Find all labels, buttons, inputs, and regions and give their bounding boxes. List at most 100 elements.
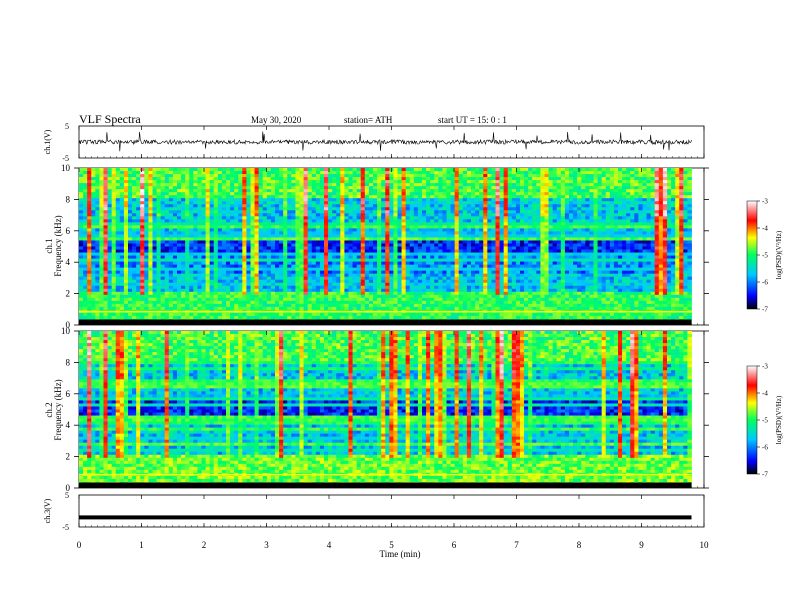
spectrogram-cell — [438, 291, 443, 296]
spectrogram-cell — [128, 249, 133, 253]
spectrogram-cell — [434, 222, 439, 226]
spectrogram-cell — [79, 303, 84, 308]
spectrogram-cell — [189, 315, 194, 320]
spectrogram-cell — [283, 303, 288, 308]
spectrogram-cell — [209, 288, 215, 293]
spectrogram-cell — [148, 306, 153, 311]
spectrogram-cell — [397, 201, 402, 205]
spectrogram-cell — [430, 168, 435, 172]
spectrogram-cell — [356, 306, 362, 311]
spectrogram-cell — [352, 282, 358, 287]
spectrogram-cell — [262, 225, 268, 229]
spectrogram-cell — [185, 219, 190, 223]
spectrogram-cell — [136, 300, 141, 305]
spectrogram-cell — [368, 261, 374, 266]
spectrogram-cell — [250, 297, 255, 302]
spectrogram-cell — [83, 177, 88, 181]
spectrogram-cell — [364, 300, 370, 305]
spectrogram-cell — [123, 198, 129, 202]
spectrogram-cell — [466, 234, 472, 238]
spectrogram-cell — [373, 270, 378, 275]
spectrogram-cell — [128, 261, 133, 266]
spectrogram-cell — [115, 231, 121, 235]
spectrogram-cell — [83, 204, 88, 208]
spectrogram-cell — [115, 228, 121, 232]
spectrogram-cell — [364, 255, 370, 259]
spectrogram-cell — [209, 204, 215, 208]
spectrogram-cell — [385, 303, 390, 308]
spectrogram-cell — [373, 249, 378, 253]
spectrogram-cell — [279, 174, 284, 178]
spectrogram-cell — [315, 171, 321, 175]
spectrogram-cell — [315, 291, 321, 296]
spectrogram-cell — [393, 174, 398, 178]
spectrogram-cell — [132, 198, 137, 202]
spectrogram-cell — [95, 234, 100, 238]
spectrogram-cell — [422, 171, 427, 175]
spectrogram-cell — [466, 264, 472, 269]
spectrogram-cell — [401, 186, 407, 190]
spectrogram-cell — [119, 168, 125, 172]
spectrogram-cell — [213, 204, 219, 208]
spectrogram-cell — [393, 225, 398, 229]
spectrogram-cell — [246, 240, 251, 244]
spectrogram-cell — [426, 180, 431, 184]
spectrogram-cell — [385, 261, 390, 266]
spectrogram-cell — [417, 174, 423, 178]
spectrogram-cell — [95, 189, 100, 193]
spectrogram-cell — [95, 237, 100, 241]
spectrogram-cell — [140, 252, 145, 256]
spectrogram-cell — [430, 291, 435, 296]
spectrogram-cell — [230, 246, 235, 250]
spectrogram-cell — [454, 186, 460, 190]
spectrogram-cell — [279, 267, 284, 272]
spectrogram-cell — [79, 183, 84, 187]
spectrogram-cell — [413, 192, 419, 196]
spectrogram-cell — [430, 306, 435, 311]
spectrogram-cell — [352, 306, 358, 311]
spectrogram-cell — [209, 252, 215, 256]
spectrogram-cell — [393, 213, 398, 217]
spectrogram-cell — [454, 183, 460, 187]
spectrogram-cell — [356, 267, 362, 272]
spectrogram-cell — [103, 264, 108, 269]
spectrogram-cell — [373, 267, 378, 272]
spectrogram-cell — [242, 294, 247, 299]
spectrogram-cell — [250, 174, 255, 178]
spectrogram-cell — [95, 288, 100, 293]
spectrogram-cell — [295, 222, 300, 226]
spectrogram-cell — [238, 303, 243, 308]
spectrogram-cell — [332, 288, 337, 293]
spectrogram-cell — [83, 189, 88, 193]
spectrogram-cell — [434, 240, 439, 244]
spectrogram-cell — [466, 297, 472, 302]
spectrogram-cell — [234, 210, 239, 214]
spectrogram-cell — [217, 306, 223, 311]
spectrogram-cell — [405, 267, 411, 272]
spectrogram-cell — [454, 303, 460, 308]
spectrogram-cell — [446, 192, 451, 196]
spectrogram-cell — [307, 306, 313, 311]
spectrogram-cell — [258, 204, 264, 208]
spectrogram-cell — [238, 228, 243, 232]
spectrogram-cell — [458, 237, 464, 241]
spectrogram-cell — [250, 258, 255, 262]
spectrogram-cell — [262, 288, 268, 293]
spectrogram-cell — [324, 306, 329, 311]
spectrogram-cell — [95, 231, 100, 235]
spectrogram-cell — [83, 228, 88, 232]
spectrogram-cell — [393, 255, 398, 259]
spectrogram-cell — [164, 288, 170, 293]
spectrogram-cell — [405, 177, 411, 181]
spectrogram-cell — [136, 237, 141, 241]
spectrogram-cell — [442, 195, 447, 199]
spectrogram-cell — [389, 306, 394, 311]
spectrogram-cell — [87, 264, 92, 269]
spectrogram-cell — [144, 312, 149, 317]
spectrogram-cell — [254, 285, 260, 290]
spectrogram-cell — [164, 303, 170, 308]
spectrogram-cell — [393, 186, 398, 190]
spectrogram-cell — [262, 168, 268, 172]
spectrogram-cell — [328, 273, 333, 278]
spectrogram-cell — [254, 312, 260, 317]
